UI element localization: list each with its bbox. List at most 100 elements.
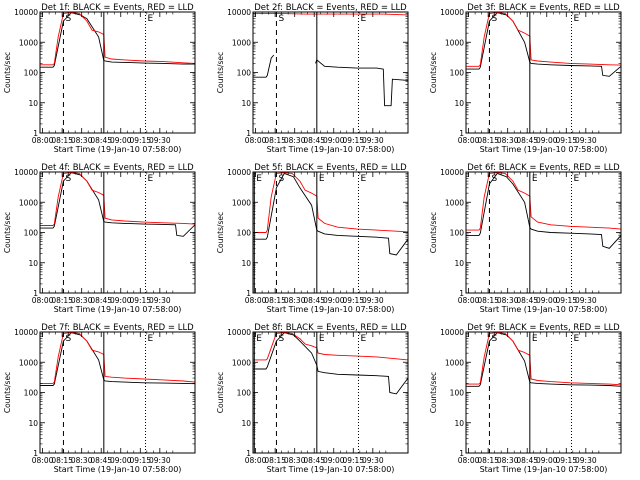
x-tick-label: 09:00 xyxy=(536,136,558,145)
plot-area xyxy=(40,332,195,453)
y-axis-label: Counts/sec xyxy=(429,372,438,413)
x-tick-label: 08:15 xyxy=(477,136,499,145)
events-series-line xyxy=(315,59,408,107)
y-tick-label: 10 xyxy=(28,419,38,428)
x-tick-label: 09:30 xyxy=(149,296,171,305)
chart-title: Det 4f: BLACK = Events, RED = LLD xyxy=(41,163,194,173)
event-marker-label: E xyxy=(532,334,538,344)
y-tick-label: 10000 xyxy=(14,8,38,17)
event-marker-label: E xyxy=(574,14,580,24)
event-marker-label: S xyxy=(491,334,497,344)
event-marker-label: E xyxy=(574,174,580,184)
y-axis-label: Counts/sec xyxy=(429,52,438,93)
event-marker-label: E xyxy=(574,334,580,344)
y-tick-label: 1 xyxy=(33,289,38,298)
y-axis-label: Counts/sec xyxy=(429,212,438,253)
y-tick-label: 10000 xyxy=(227,8,251,17)
event-marker-label: E xyxy=(319,174,325,184)
events-series-line xyxy=(466,332,621,387)
x-tick-label: 08:45 xyxy=(90,456,112,465)
events-series-line xyxy=(253,332,408,395)
y-axis-label: Counts/sec xyxy=(3,372,12,413)
x-tick-label: 08:45 xyxy=(303,456,325,465)
events-series-line xyxy=(253,54,275,78)
event-marker-label: S xyxy=(65,174,71,184)
y-tick-label: 1 xyxy=(33,129,38,138)
x-tick-label: 08:00 xyxy=(32,296,54,305)
x-tick-label: 08:30 xyxy=(71,456,93,465)
chart-title: Det 7f: BLACK = Events, RED = LLD xyxy=(41,323,194,333)
plot-area xyxy=(253,12,408,133)
y-tick-label: 10 xyxy=(454,99,464,108)
y-axis-label: Counts/sec xyxy=(216,52,225,93)
event-marker-label: E xyxy=(148,14,154,24)
x-tick-label: 08:00 xyxy=(458,136,480,145)
x-tick-label: 08:30 xyxy=(497,296,519,305)
y-tick-label: 1000 xyxy=(19,198,38,207)
x-tick-label: 08:15 xyxy=(51,456,73,465)
lld-series-line xyxy=(40,332,195,384)
x-tick-label: 09:00 xyxy=(323,136,345,145)
x-tick-label: 09:30 xyxy=(362,296,384,305)
y-tick-label: 1 xyxy=(246,129,251,138)
y-tick-label: 1000 xyxy=(19,358,38,367)
events-series-line xyxy=(253,172,408,256)
y-tick-label: 10000 xyxy=(440,168,464,177)
y-tick-label: 100 xyxy=(24,69,39,78)
x-axis-label: Start Time (19-Jan-10 07:58:00) xyxy=(480,305,608,314)
x-tick-label: 09:15 xyxy=(129,136,151,145)
chart-title: Det 1f: BLACK = Events, RED = LLD xyxy=(41,3,194,13)
x-tick-label: 08:45 xyxy=(303,136,325,145)
x-axis-label: Start Time (19-Jan-10 07:58:00) xyxy=(480,145,608,154)
x-tick-label: 08:15 xyxy=(264,456,286,465)
x-tick-label: 09:15 xyxy=(555,296,577,305)
y-tick-label: 100 xyxy=(237,69,252,78)
y-tick-label: 100 xyxy=(24,229,39,238)
lld-series-line xyxy=(253,332,408,361)
x-axis-label: Start Time (19-Jan-10 07:58:00) xyxy=(267,145,395,154)
plot-area xyxy=(466,332,621,453)
lld-series-line xyxy=(466,12,621,67)
y-tick-label: 10000 xyxy=(14,168,38,177)
y-tick-label: 10000 xyxy=(440,328,464,337)
y-tick-label: 1000 xyxy=(232,358,251,367)
event-marker-label: E xyxy=(256,334,262,344)
x-tick-label: 09:00 xyxy=(323,296,345,305)
x-tick-label: 09:15 xyxy=(342,136,364,145)
y-tick-label: 100 xyxy=(237,389,252,398)
x-tick-label: 08:00 xyxy=(245,296,267,305)
x-axis-label: Start Time (19-Jan-10 07:58:00) xyxy=(267,305,395,314)
x-tick-label: 08:30 xyxy=(284,456,306,465)
y-tick-label: 10 xyxy=(454,259,464,268)
x-tick-label: 09:00 xyxy=(110,456,132,465)
x-tick-label: 08:45 xyxy=(516,456,538,465)
x-tick-label: 09:15 xyxy=(342,456,364,465)
event-marker-label: E xyxy=(256,174,262,184)
event-marker-label: E xyxy=(361,174,367,184)
y-tick-label: 1 xyxy=(459,289,464,298)
y-axis-label: Counts/sec xyxy=(3,212,12,253)
x-axis-label: Start Time (19-Jan-10 07:58:00) xyxy=(54,465,182,474)
y-axis-label: Counts/sec xyxy=(216,372,225,413)
chart-title: Det 8f: BLACK = Events, RED = LLD xyxy=(254,323,407,333)
events-series-line xyxy=(40,12,195,68)
x-tick-label: 08:30 xyxy=(284,296,306,305)
y-tick-label: 10000 xyxy=(227,328,251,337)
x-tick-label: 09:00 xyxy=(536,296,558,305)
y-tick-label: 10000 xyxy=(440,8,464,17)
y-tick-label: 100 xyxy=(237,229,252,238)
x-tick-label: 08:15 xyxy=(264,296,286,305)
lld-series-line xyxy=(253,172,408,233)
event-marker-label: S xyxy=(278,14,284,24)
y-tick-label: 1 xyxy=(246,289,251,298)
y-tick-label: 100 xyxy=(24,389,39,398)
event-marker-label: S xyxy=(65,14,71,24)
lld-series-line xyxy=(466,172,621,231)
event-marker-label: E xyxy=(361,14,367,24)
y-tick-label: 10 xyxy=(28,99,38,108)
